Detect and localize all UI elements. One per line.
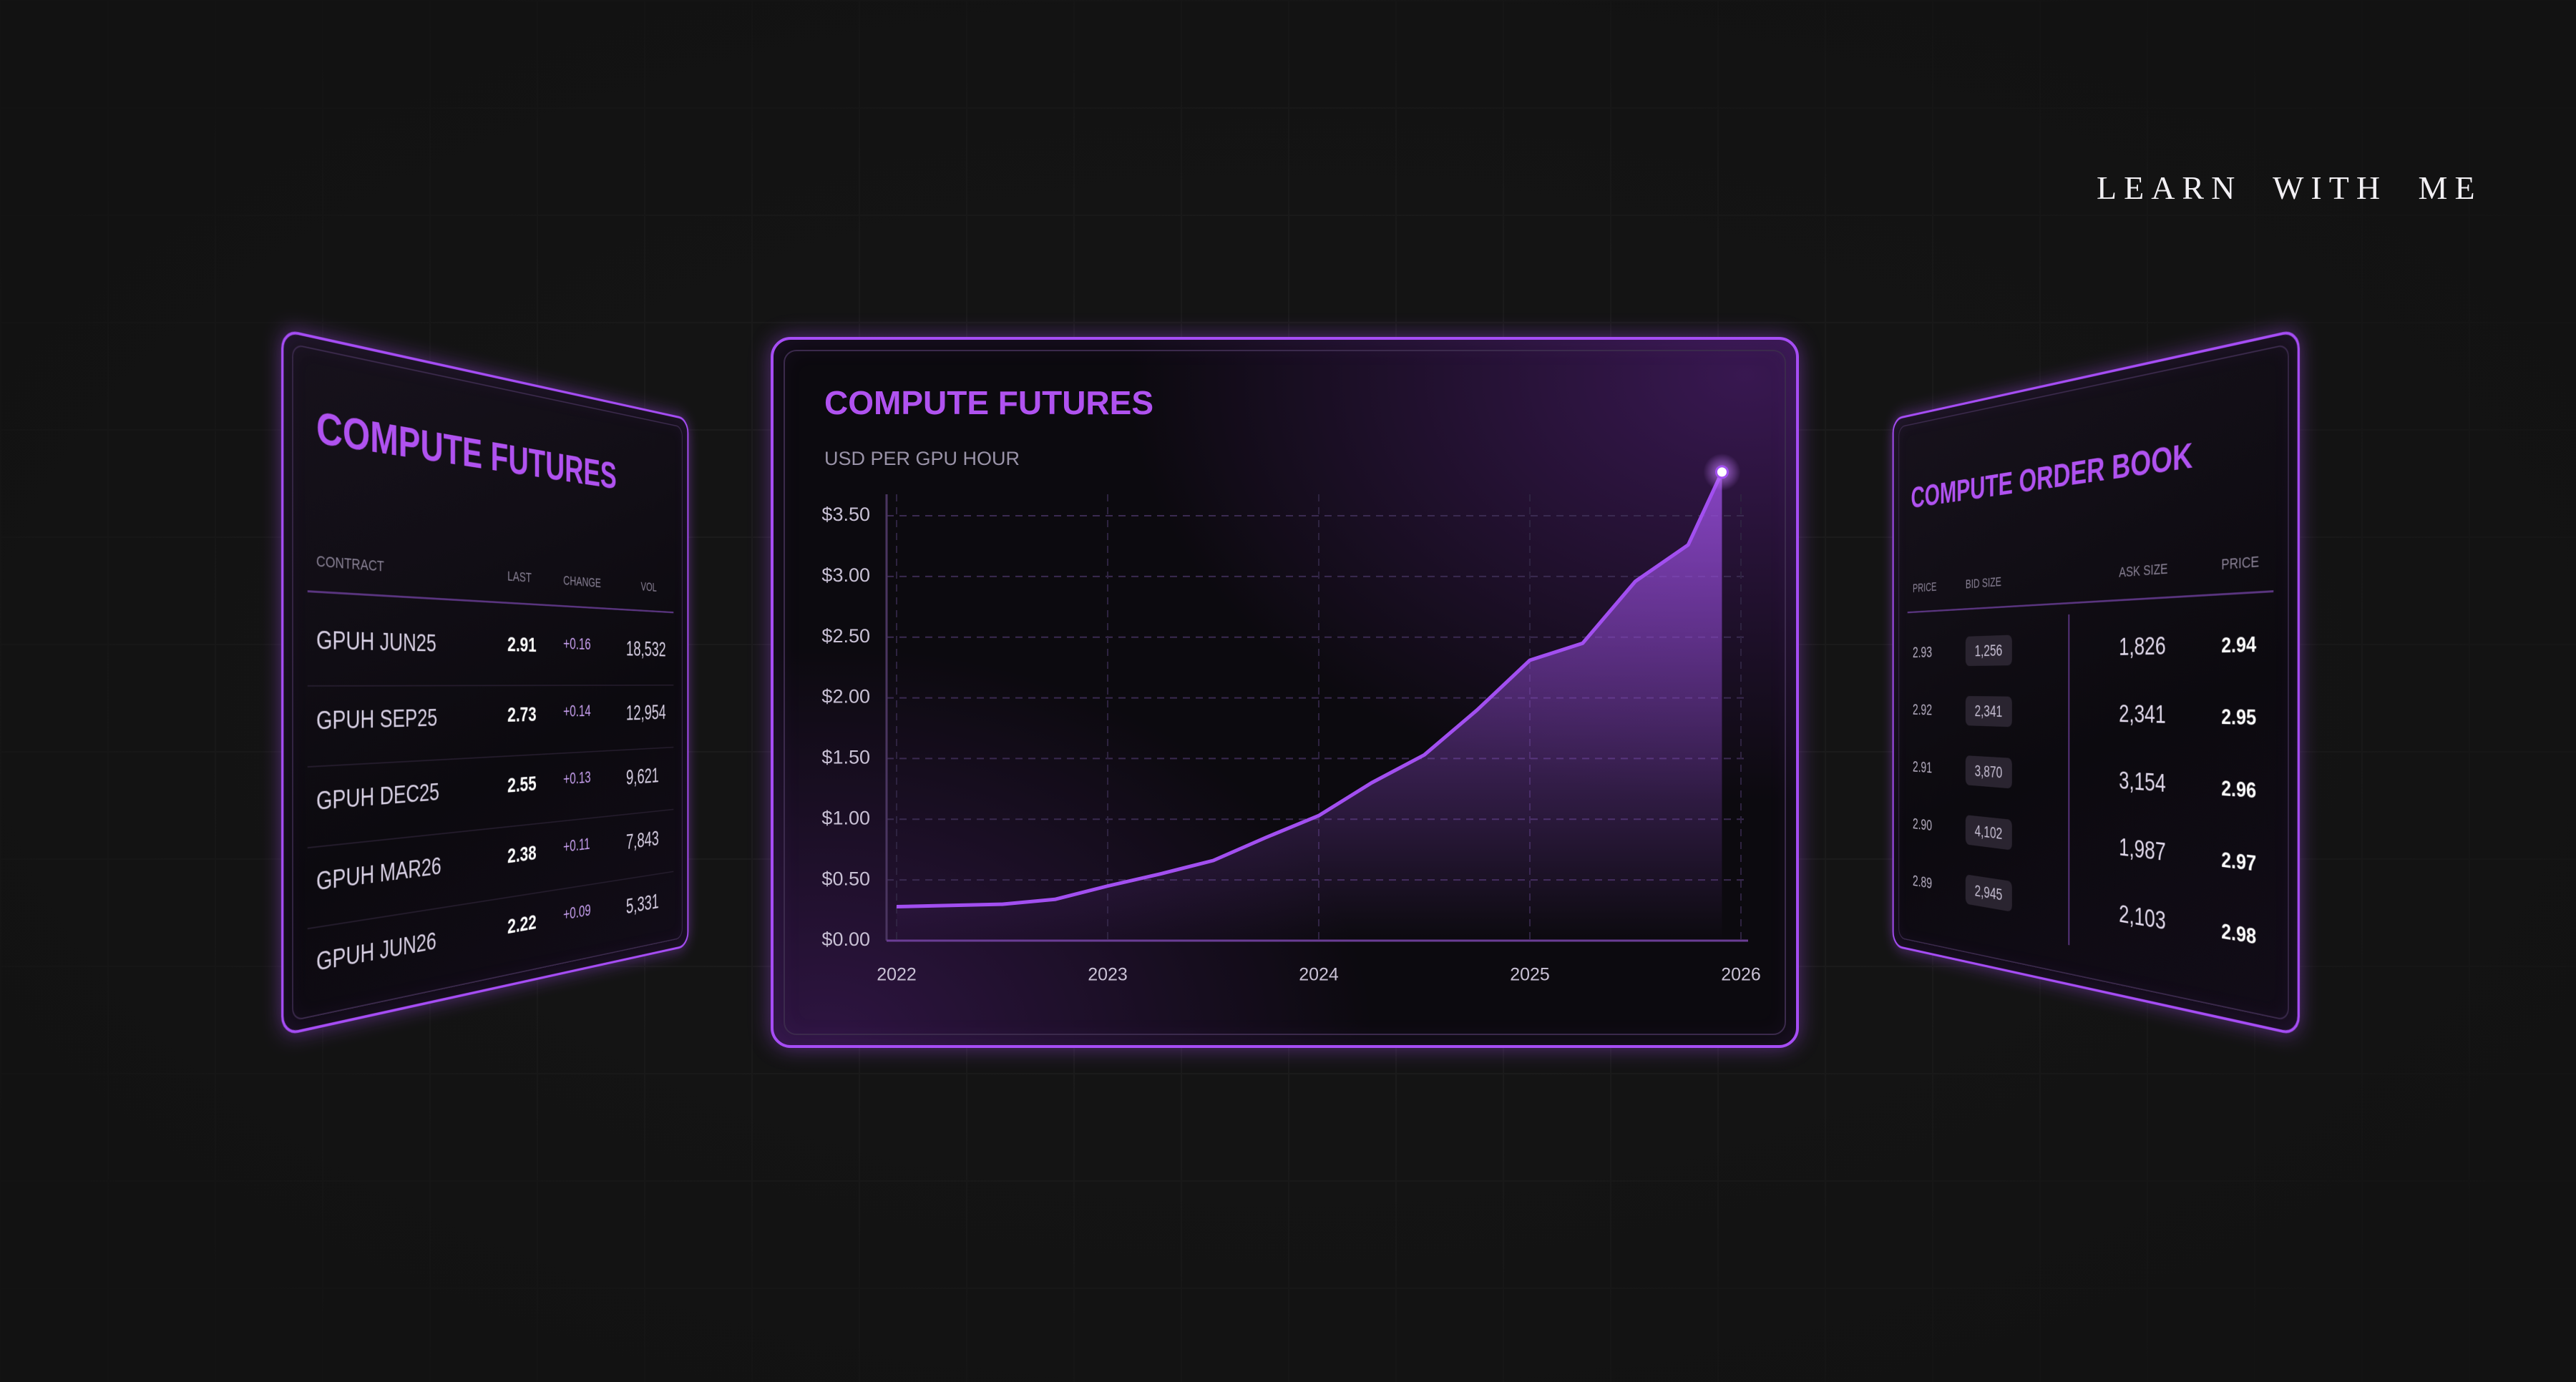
futures-panel: COMPUTE FUTURES CONTRACT LAST CHANGE VOL GPU… [281, 328, 689, 1036]
last-price: 2.91 [507, 632, 537, 657]
bid-size: 3,870 [1965, 755, 2012, 789]
bid-size: 1,256 [1965, 634, 2012, 667]
volume: 18,532 [625, 637, 666, 661]
chart-subtitle: USD PER GPU HOUR [824, 448, 1020, 469]
ask-price: 2.96 [2221, 775, 2257, 803]
y-tick-label: $2.50 [821, 625, 870, 647]
bid-size: 4,102 [1965, 815, 2012, 851]
divider [2068, 614, 2070, 946]
bid-price: 2.91 [1913, 758, 1933, 777]
ask-size: 3,154 [2119, 767, 2166, 798]
contract: GPUH MAR26 [316, 852, 441, 896]
bid-price: 2.89 [1913, 871, 1933, 892]
column-header: VOL [640, 579, 657, 594]
x-tick-label: 2023 [1088, 965, 1128, 985]
ask-size: 2,341 [2119, 700, 2166, 730]
x-tick-label: 2026 [1721, 965, 1761, 985]
row-divider [307, 685, 674, 687]
ask-price: 2.95 [2221, 704, 2257, 730]
chart: COMPUTE FUTURES USD PER GPU HOUR $0.00 $0… [821, 384, 1761, 985]
last-price: 2.22 [507, 910, 537, 939]
end-point [1714, 465, 1729, 479]
bid-price: 2.90 [1913, 815, 1933, 834]
x-tick-label: 2024 [1299, 965, 1339, 985]
x-tick-label: 2022 [877, 965, 917, 985]
contract: GPUH DEC25 [316, 778, 439, 815]
y-tick-label: $0.50 [821, 868, 870, 889]
ask-size: 1,987 [2119, 834, 2166, 867]
volume: 5,331 [625, 889, 659, 918]
divider [1907, 590, 2274, 614]
y-tick-label: $1.00 [821, 807, 870, 828]
area [897, 471, 1722, 941]
change: +0.13 [563, 768, 591, 788]
y-tick-label: $3.00 [821, 564, 870, 586]
column-header: CONTRACT [316, 552, 384, 575]
bid-price: 2.92 [1913, 700, 1933, 719]
contract: GPUH JUN26 [316, 927, 436, 976]
bid-size: 2,945 [1965, 874, 2012, 912]
column-header: LAST [507, 568, 532, 586]
panel-title: COMPUTE FUTURES [316, 402, 617, 497]
x-tick-label: 2025 [1510, 965, 1550, 985]
chart-panel: COMPUTE FUTURES USD PER GPU HOUR $0.00 $0… [771, 337, 1799, 1048]
bid-price: 2.93 [1913, 643, 1933, 661]
column-header: ASK SIZE [2119, 560, 2168, 581]
y-tick-label: $2.00 [821, 686, 870, 707]
contract: GPUH SEP25 [316, 704, 438, 735]
ask-price: 2.94 [2221, 631, 2257, 657]
change: +0.14 [563, 702, 591, 720]
bid-size: 2,341 [1965, 695, 2012, 727]
column-header: CHANGE [563, 572, 601, 591]
ask-price: 2.97 [2221, 847, 2257, 876]
volume: 9,621 [625, 763, 659, 790]
volume: 12,954 [625, 700, 666, 725]
last-price: 2.73 [507, 702, 537, 727]
last-price: 2.38 [507, 841, 537, 868]
contract: GPUH JUN25 [316, 625, 436, 657]
y-tick-label: $0.00 [821, 928, 870, 950]
y-tick-label: $3.50 [821, 504, 870, 525]
last-price: 2.55 [507, 772, 537, 798]
ask-size: 2,103 [2119, 901, 2166, 936]
ask-size: 1,826 [2119, 632, 2166, 661]
line [896, 471, 1724, 908]
ask-price: 2.98 [2221, 918, 2257, 949]
change: +0.16 [563, 634, 591, 653]
brand: LEARN WITH ME [2097, 170, 2482, 206]
volume: 7,843 [625, 826, 659, 854]
chart-title: COMPUTE FUTURES [824, 384, 1153, 421]
column-header: PRICE [1913, 579, 1937, 595]
column-header: BID SIZE [1965, 574, 2001, 592]
row-divider [307, 746, 674, 768]
y-tick-label: $1.50 [821, 747, 870, 768]
change: +0.09 [563, 901, 591, 924]
row-divider [307, 808, 674, 849]
divider [307, 590, 674, 614]
panel-title: COMPUTE ORDER BOOK [1911, 435, 2193, 515]
order-book-panel: COMPUTE ORDER BOOK PRICE BID SIZE ASK SIZE… [1892, 328, 2300, 1036]
change: +0.11 [563, 835, 590, 856]
column-header: PRICE [2221, 552, 2260, 573]
